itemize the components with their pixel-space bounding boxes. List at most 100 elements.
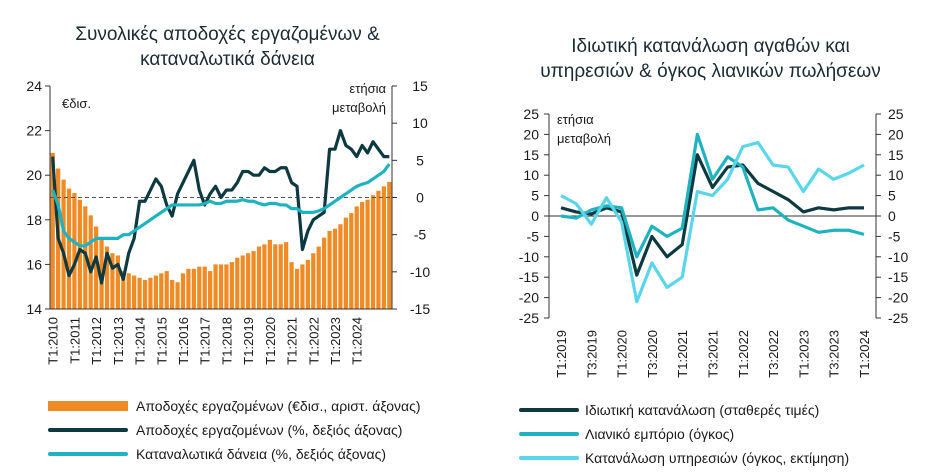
x-tick-label: T1:2020 [263, 317, 278, 365]
y-tick-label: -25 [519, 310, 539, 326]
y-tick-label: 25 [523, 106, 539, 122]
legend-label: Ιδιωτική κατανάλωση (σταθερές τιμές) [585, 402, 820, 418]
series-line [560, 153, 864, 277]
x-tick-label: T1:2019 [554, 330, 569, 378]
bar [77, 199, 82, 309]
bar [381, 186, 386, 309]
bar [164, 271, 169, 309]
bar [180, 273, 186, 309]
bar [235, 257, 240, 309]
bar [218, 264, 224, 309]
left-axis-label: μεταβολή [557, 131, 611, 146]
legend-swatch-services [519, 456, 579, 460]
y2-tick-label: 0 [416, 190, 424, 206]
y2-tick-label: -15 [410, 301, 430, 317]
y-tick-label: 18 [26, 212, 42, 228]
y2-tick-label: 15 [412, 78, 428, 94]
bar [175, 282, 180, 309]
bar [251, 251, 256, 309]
y2-tick-label: -20 [888, 290, 908, 306]
y2-tick-label: 15 [888, 147, 904, 163]
x-tick-label: T1:2017 [198, 317, 213, 365]
y2-tick-label: -10 [888, 249, 908, 265]
x-tick-label: T1:2020 [615, 330, 630, 378]
bar [148, 277, 153, 309]
x-tick-label: T1:2023 [796, 330, 811, 378]
bar [159, 273, 164, 309]
y2-tick-label: -5 [414, 227, 427, 243]
chart-title: Συνολικές αποδοχές εργαζομένων & καταναλ… [75, 24, 380, 70]
bar [316, 246, 321, 309]
bar [153, 275, 158, 309]
x-tick-label: T3:2019 [584, 330, 599, 378]
y-tick-label: 5 [531, 188, 539, 204]
chart-panel-consumption: Ιδιωτική κατανάλωση αγαθών και υπηρεσιών… [483, 0, 938, 476]
series-line [51, 163, 391, 248]
y-tick-label: 14 [26, 301, 42, 317]
x-tick-label: T1:2010 [46, 317, 61, 365]
chart-title: Ιδιωτική κατανάλωση αγαθών και υπηρεσιών… [540, 36, 881, 82]
bar [376, 190, 381, 309]
bar [137, 277, 142, 309]
y-tick-label: -20 [519, 290, 539, 306]
x-tick-label: T3:2020 [645, 330, 660, 378]
bar [229, 262, 234, 309]
y-tick-label: 22 [26, 123, 42, 139]
y-tick-label: 15 [523, 147, 539, 163]
bar [284, 242, 289, 309]
y-tick-label: 24 [26, 78, 42, 94]
y2-tick-label: 10 [888, 167, 904, 183]
y-tick-label: 10 [523, 167, 539, 183]
y2-tick-label: -15 [888, 269, 908, 285]
bar [365, 199, 370, 309]
bar [170, 280, 175, 309]
legend-swatch-retail [519, 432, 579, 436]
x-tick-label: T1:2014 [133, 317, 148, 365]
y2-tick-label: -25 [888, 310, 908, 326]
bar [262, 244, 267, 309]
legend-swatch-loans-line [48, 452, 128, 456]
y-tick-label: 20 [26, 167, 42, 183]
legend-label: Λιανικό εμπόριο (όγκος) [585, 426, 735, 442]
bar [72, 193, 77, 309]
bar [273, 244, 278, 309]
y-tick-label: 20 [523, 126, 539, 142]
bar [349, 213, 354, 309]
y-tick-label: -10 [519, 249, 539, 265]
bar [387, 181, 392, 309]
bar [121, 271, 126, 309]
bar [94, 226, 99, 309]
bar [305, 259, 310, 309]
x-tick-label: T1:2022 [306, 317, 321, 365]
x-tick-label: T1:2019 [241, 317, 256, 365]
bar [343, 217, 348, 309]
y2-tick-label: 20 [888, 126, 904, 142]
bar [360, 201, 365, 309]
bar [338, 224, 343, 309]
x-tick-label: T1:2011 [67, 317, 82, 364]
bar [354, 206, 359, 309]
x-tick-label: T1:2024 [350, 317, 365, 365]
right-axis-label: μεταβολή [332, 100, 386, 115]
bar [213, 264, 218, 309]
chart-panel-wages: Συνολικές αποδοχές εργαζομένων & καταναλ… [0, 0, 455, 476]
x-tick-label: T1:2015 [154, 317, 169, 365]
left-axis-label: €δισ. [62, 96, 91, 111]
bar [294, 268, 300, 309]
x-tick-label: T1:2021 [285, 317, 300, 365]
series-line [51, 129, 390, 285]
bar [191, 268, 196, 309]
x-tick-label: T1:2012 [89, 317, 104, 365]
bar [289, 262, 294, 309]
bar [311, 253, 316, 309]
x-tick-label: T1:2013 [111, 317, 126, 365]
y2-tick-label: -5 [888, 228, 901, 244]
y2-tick-label: 25 [888, 106, 904, 122]
legend-label: Αποδοχές εργαζομένων (%, δεξιός άξονας) [136, 422, 403, 438]
bar [88, 215, 93, 309]
bar [99, 237, 104, 309]
bar [126, 273, 131, 309]
legend-label: Κατανάλωση υπηρεσιών (όγκος, εκτίμηση) [585, 450, 850, 466]
x-tick-label: T3:2023 [827, 330, 842, 378]
bar [197, 266, 202, 309]
